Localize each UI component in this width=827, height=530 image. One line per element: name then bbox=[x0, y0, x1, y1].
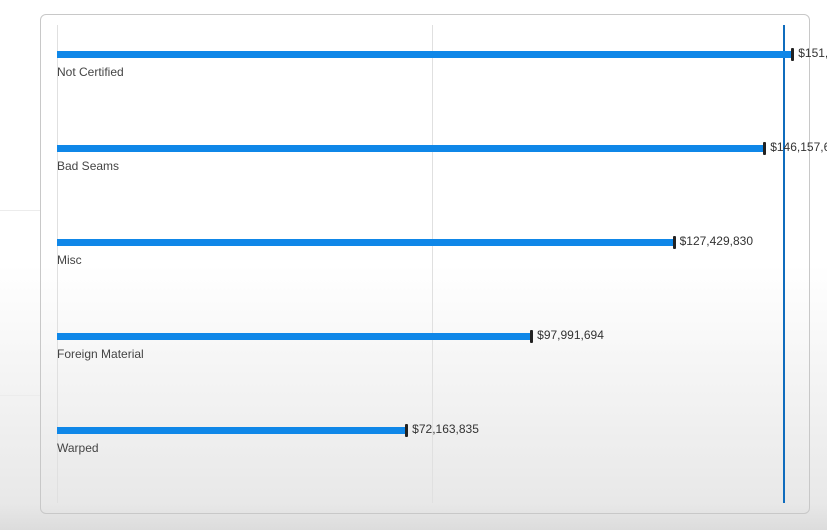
outer-guide-line bbox=[0, 395, 40, 396]
bar-category-label: Bad Seams bbox=[57, 159, 119, 173]
bar[interactable] bbox=[57, 333, 531, 340]
chart-card: $151,949,006 Not Certified $146,157,627 … bbox=[40, 14, 810, 514]
bar-value-label: $151,949,006 bbox=[798, 46, 827, 60]
bar-value-label: $97,991,694 bbox=[537, 328, 604, 342]
bar-row: $127,429,830 Misc bbox=[57, 223, 805, 277]
bar-value-label: $72,163,835 bbox=[412, 422, 479, 436]
bar-category-label: Foreign Material bbox=[57, 347, 144, 361]
bar-value-label: $127,429,830 bbox=[680, 234, 753, 248]
bar-category-label: Misc bbox=[57, 253, 82, 267]
plot-area: $151,949,006 Not Certified $146,157,627 … bbox=[57, 25, 805, 503]
bar-row: $97,991,694 Foreign Material bbox=[57, 317, 805, 371]
bar-row: $151,949,006 Not Certified bbox=[57, 35, 805, 89]
bar[interactable] bbox=[57, 427, 406, 434]
bar[interactable] bbox=[57, 145, 764, 152]
bar-row: $146,157,627 Bad Seams bbox=[57, 129, 805, 183]
bar-value-label: $146,157,627 bbox=[770, 140, 827, 154]
bar-end-tick bbox=[763, 142, 766, 155]
bar-category-label: Not Certified bbox=[57, 65, 124, 79]
bar-end-tick bbox=[791, 48, 794, 61]
bar-category-label: Warped bbox=[57, 441, 99, 455]
bar-row: $72,163,835 Warped bbox=[57, 411, 805, 465]
bar[interactable] bbox=[57, 239, 674, 246]
bar-end-tick bbox=[530, 330, 533, 343]
bar-end-tick bbox=[673, 236, 676, 249]
outer-guide-line bbox=[0, 210, 40, 211]
bar[interactable] bbox=[57, 51, 792, 58]
bar-end-tick bbox=[405, 424, 408, 437]
